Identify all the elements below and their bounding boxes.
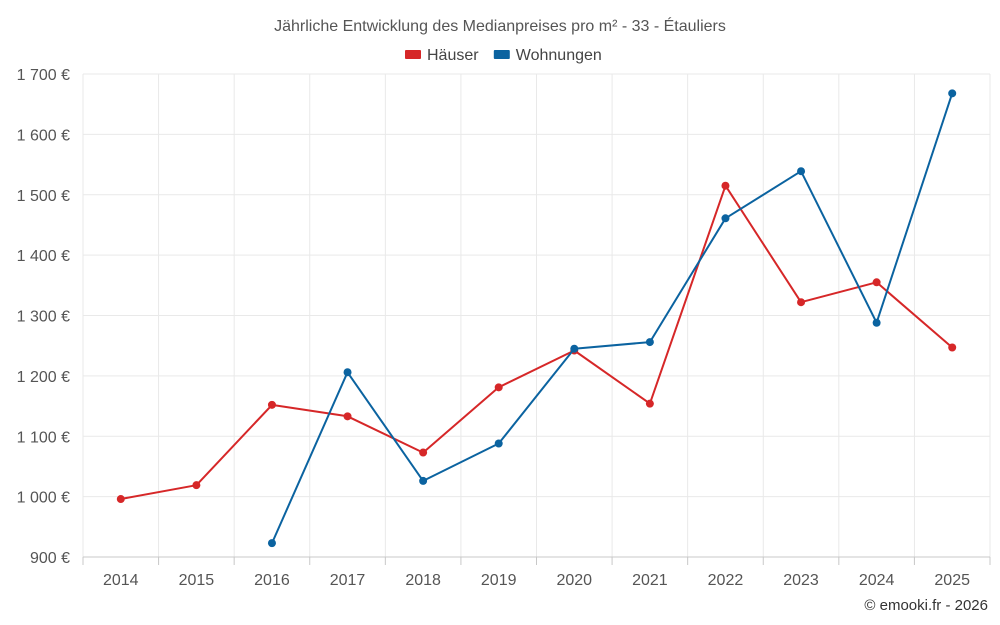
- credit-label: © emooki.fr - 2026: [864, 597, 988, 614]
- data-point-wohnungen[interactable]: [721, 214, 730, 223]
- y-tick-label: 1 500 €: [17, 188, 70, 205]
- axes: 900 € 1 000 € 1 100 € 1 200 € 1 300 € 1 400 €…: [17, 67, 991, 589]
- data-point-haeuser[interactable]: [721, 181, 730, 190]
- data-point-haeuser[interactable]: [872, 278, 881, 287]
- y-tick-label: 1 200 €: [17, 369, 70, 386]
- data-point-wohnungen[interactable]: [797, 167, 806, 176]
- x-tick-label: 2020: [556, 572, 592, 589]
- x-tick-label: 2015: [179, 572, 215, 589]
- data-point-haeuser[interactable]: [948, 343, 957, 352]
- data-point-haeuser[interactable]: [192, 481, 201, 490]
- data-point-haeuser[interactable]: [419, 448, 428, 457]
- series-layer: [116, 89, 957, 548]
- data-point-haeuser[interactable]: [267, 400, 276, 409]
- data-point-wohnungen[interactable]: [419, 476, 428, 485]
- data-point-haeuser[interactable]: [494, 383, 503, 392]
- x-tick-label: 2021: [632, 572, 668, 589]
- data-point-haeuser[interactable]: [797, 298, 806, 307]
- legend[interactable]: Häuser Wohnungen: [405, 47, 602, 64]
- data-point-wohnungen[interactable]: [872, 318, 881, 327]
- x-tick-label: 2017: [330, 572, 366, 589]
- y-tick-label: 1 000 €: [17, 490, 70, 507]
- legend-swatch: [405, 50, 421, 59]
- x-tick-label: 2024: [859, 572, 895, 589]
- legend-swatch: [493, 50, 510, 59]
- data-point-haeuser[interactable]: [645, 399, 654, 408]
- grid: [82, 73, 991, 557]
- x-tick-label: 2018: [405, 572, 441, 589]
- data-point-wohnungen[interactable]: [645, 338, 654, 347]
- data-point-wohnungen[interactable]: [343, 368, 352, 377]
- series-wohnungen: [267, 89, 957, 548]
- data-point-wohnungen[interactable]: [267, 539, 276, 548]
- y-tick-label: 1 300 €: [17, 309, 70, 326]
- y-tick-label: 1 700 €: [17, 67, 70, 84]
- x-tick-label: 2016: [254, 572, 290, 589]
- legend-label: Häuser: [427, 47, 479, 64]
- series-line-haeuser: [120, 184, 953, 500]
- legend-item-haeuser[interactable]: Häuser: [405, 47, 479, 64]
- data-point-wohnungen[interactable]: [948, 89, 957, 98]
- data-point-wohnungen[interactable]: [494, 439, 503, 448]
- x-tick-label: 2023: [783, 572, 819, 589]
- y-tick-label: 1 400 €: [17, 248, 70, 265]
- data-point-haeuser[interactable]: [343, 412, 352, 421]
- x-tick-label: 2022: [708, 572, 744, 589]
- x-tick-label: 2025: [934, 572, 970, 589]
- y-tick-label: 1 100 €: [17, 429, 70, 446]
- legend-item-wohnungen[interactable]: Wohnungen: [493, 47, 602, 64]
- data-point-wohnungen[interactable]: [570, 344, 579, 353]
- legend-label: Wohnungen: [516, 47, 602, 64]
- y-tick-label: 900 €: [30, 550, 70, 567]
- x-tick-label: 2019: [481, 572, 517, 589]
- series-line-wohnungen: [271, 92, 954, 544]
- y-tick-label: 1 600 €: [17, 127, 70, 144]
- data-point-haeuser[interactable]: [116, 495, 125, 504]
- chart-title: Jährliche Entwicklung des Medianpreises …: [274, 16, 726, 35]
- x-tick-label: 2014: [103, 572, 139, 589]
